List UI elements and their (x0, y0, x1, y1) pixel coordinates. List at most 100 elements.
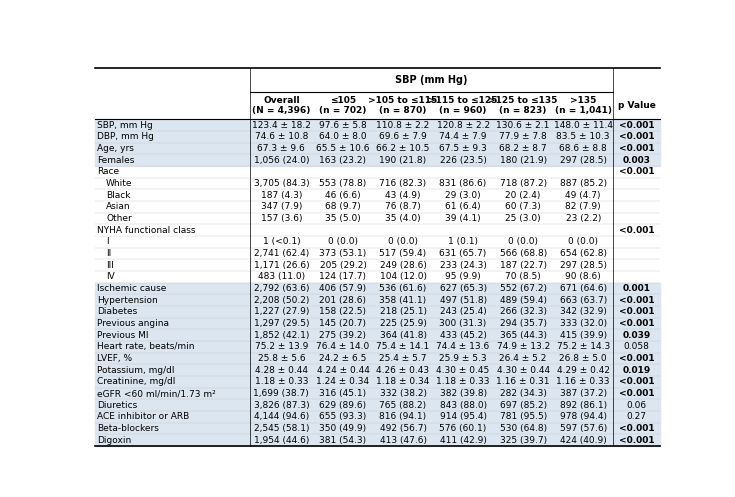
Text: III: III (106, 261, 114, 270)
Bar (95, 131, 660, 143)
Bar (95, 388, 660, 400)
Bar (95, 318, 660, 330)
Text: 697 (85.2): 697 (85.2) (500, 401, 547, 410)
Text: 566 (68.8): 566 (68.8) (500, 249, 547, 258)
Text: 95 (9.9): 95 (9.9) (445, 272, 481, 281)
Text: 597 (57.6): 597 (57.6) (559, 424, 607, 433)
Text: 0 (0.0): 0 (0.0) (328, 238, 358, 247)
Text: 243 (25.4): 243 (25.4) (440, 308, 487, 317)
Text: 266 (32.3): 266 (32.3) (500, 308, 547, 317)
Text: 914 (95.4): 914 (95.4) (440, 413, 487, 421)
Bar (95, 283, 660, 294)
Text: Beta-blockers: Beta-blockers (97, 424, 159, 433)
Text: 39 (4.1): 39 (4.1) (445, 214, 481, 223)
Text: 35 (4.0): 35 (4.0) (385, 214, 421, 223)
Text: 2,741 (62.4): 2,741 (62.4) (254, 249, 309, 258)
Text: 23 (2.2): 23 (2.2) (565, 214, 601, 223)
Text: Overall: Overall (263, 96, 300, 105)
Text: 365 (44.3): 365 (44.3) (500, 331, 547, 340)
Text: 82 (7.9): 82 (7.9) (565, 202, 601, 211)
Text: 0.058: 0.058 (624, 342, 650, 351)
Text: <0.001: <0.001 (619, 436, 655, 445)
Text: <0.001: <0.001 (619, 319, 655, 328)
Text: II: II (106, 249, 112, 258)
Text: 350 (49.9): 350 (49.9) (320, 424, 367, 433)
Text: ACE inhibitor or ARB: ACE inhibitor or ARB (97, 413, 189, 421)
Text: 163 (23.2): 163 (23.2) (320, 156, 367, 165)
Text: 75.2 ± 13.9: 75.2 ± 13.9 (254, 342, 308, 351)
Text: 1,056 (24.0): 1,056 (24.0) (254, 156, 309, 165)
Text: 381 (54.3): 381 (54.3) (320, 436, 367, 445)
Text: 249 (28.6): 249 (28.6) (379, 261, 426, 270)
Text: <0.001: <0.001 (619, 354, 655, 363)
Text: 413 (47.6): 413 (47.6) (379, 436, 426, 445)
Text: 64.0 ± 8.0: 64.0 ± 8.0 (319, 132, 367, 141)
Text: 0.003: 0.003 (623, 156, 650, 165)
Text: 233 (24.3): 233 (24.3) (440, 261, 487, 270)
Text: 49 (4.7): 49 (4.7) (565, 191, 601, 200)
Text: 663 (63.7): 663 (63.7) (559, 296, 607, 305)
Text: 0 (0.0): 0 (0.0) (568, 238, 598, 247)
Text: (n = 960): (n = 960) (440, 106, 487, 115)
Text: 978 (94.4): 978 (94.4) (559, 413, 606, 421)
Text: 1 (<0.1): 1 (<0.1) (262, 238, 300, 247)
Text: Ischemic cause: Ischemic cause (97, 284, 166, 293)
Text: 123.4 ± 18.2: 123.4 ± 18.2 (252, 121, 311, 130)
Text: 180 (21.9): 180 (21.9) (500, 156, 547, 165)
Text: 483 (11.0): 483 (11.0) (258, 272, 305, 281)
Text: 97.6 ± 5.8: 97.6 ± 5.8 (319, 121, 367, 130)
Text: 1,954 (44.6): 1,954 (44.6) (254, 436, 309, 445)
Text: 3,826 (87.3): 3,826 (87.3) (254, 401, 309, 410)
Text: LVEF, %: LVEF, % (97, 354, 132, 363)
Text: 83.5 ± 10.3: 83.5 ± 10.3 (556, 132, 610, 141)
Text: 218 (25.1): 218 (25.1) (379, 308, 426, 317)
Text: 489 (59.4): 489 (59.4) (500, 296, 547, 305)
Text: 415 (39.9): 415 (39.9) (559, 331, 607, 340)
Text: 76 (8.7): 76 (8.7) (385, 202, 421, 211)
Text: 26.4 ± 5.2: 26.4 ± 5.2 (500, 354, 547, 363)
Text: 671 (64.6): 671 (64.6) (559, 284, 607, 293)
Text: NYHA functional class: NYHA functional class (97, 226, 196, 235)
Text: <0.001: <0.001 (619, 226, 655, 235)
Text: eGFR <60 ml/min/1.73 m²: eGFR <60 ml/min/1.73 m² (97, 389, 216, 398)
Text: 61 (6.4): 61 (6.4) (445, 202, 481, 211)
Text: (n = 870): (n = 870) (379, 106, 427, 115)
Text: 1,227 (27.9): 1,227 (27.9) (254, 308, 309, 317)
Text: Females: Females (97, 156, 135, 165)
Text: 2,545 (58.1): 2,545 (58.1) (254, 424, 309, 433)
Text: 843 (88.0): 843 (88.0) (440, 401, 487, 410)
Text: DBP, mm Hg: DBP, mm Hg (97, 132, 154, 141)
Text: Heart rate, beats/min: Heart rate, beats/min (97, 342, 195, 351)
Text: (n = 1,041): (n = 1,041) (555, 106, 612, 115)
Text: 201 (28.6): 201 (28.6) (320, 296, 367, 305)
Text: 364 (41.8): 364 (41.8) (379, 331, 426, 340)
Text: 43 (4.9): 43 (4.9) (385, 191, 421, 200)
Text: 68.6 ± 8.8: 68.6 ± 8.8 (559, 144, 607, 153)
Text: <0.001: <0.001 (619, 121, 655, 130)
Text: 1,699 (38.7): 1,699 (38.7) (254, 389, 309, 398)
Text: 4.28 ± 0.44: 4.28 ± 0.44 (255, 366, 308, 375)
Text: >135: >135 (570, 96, 596, 105)
Text: 25 (3.0): 25 (3.0) (506, 214, 541, 223)
Text: 332 (38.2): 332 (38.2) (379, 389, 426, 398)
Text: 1 (0.1): 1 (0.1) (448, 238, 478, 247)
Text: 1,297 (29.5): 1,297 (29.5) (254, 319, 309, 328)
Text: 0.019: 0.019 (623, 366, 651, 375)
Text: <0.001: <0.001 (619, 296, 655, 305)
Bar (95, 411, 660, 423)
Text: 275 (39.2): 275 (39.2) (320, 331, 367, 340)
Text: 75.4 ± 14.1: 75.4 ± 14.1 (376, 342, 430, 351)
Text: Diuretics: Diuretics (97, 401, 137, 410)
Text: 70 (8.5): 70 (8.5) (505, 272, 541, 281)
Text: <0.001: <0.001 (619, 377, 655, 387)
Bar (95, 119, 660, 131)
Text: 0 (0.0): 0 (0.0) (508, 238, 538, 247)
Text: 187 (4.3): 187 (4.3) (261, 191, 302, 200)
Text: 347 (7.9): 347 (7.9) (261, 202, 302, 211)
Text: 66.2 ± 10.5: 66.2 ± 10.5 (376, 144, 430, 153)
Text: <0.001: <0.001 (619, 389, 655, 398)
Text: 68.2 ± 8.7: 68.2 ± 8.7 (499, 144, 547, 153)
Text: 104 (12.0): 104 (12.0) (379, 272, 426, 281)
Text: 1.16 ± 0.31: 1.16 ± 0.31 (496, 377, 550, 387)
Text: 205 (29.2): 205 (29.2) (320, 261, 367, 270)
